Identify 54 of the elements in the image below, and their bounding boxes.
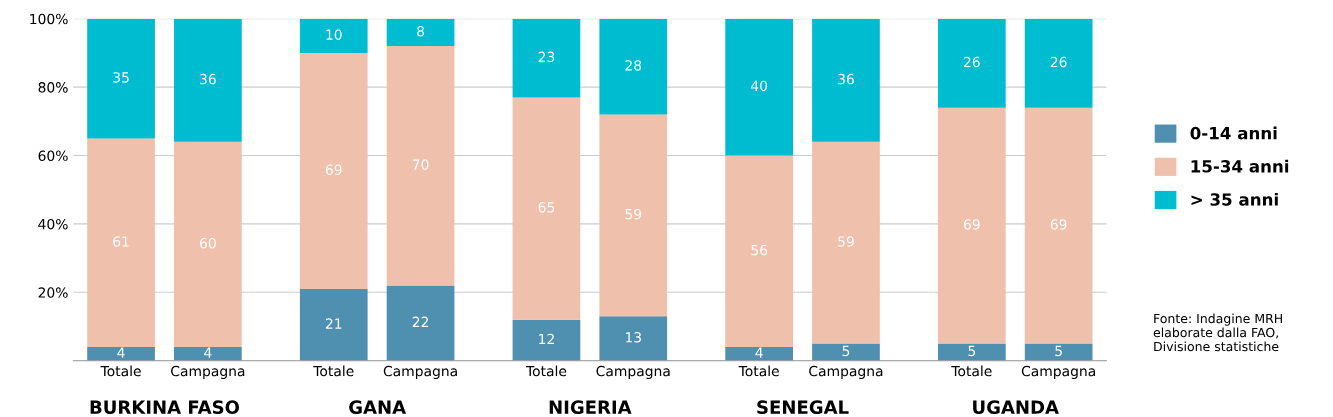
x-tick-label: Totale <box>100 365 141 377</box>
data-label: 4 <box>117 347 125 358</box>
data-label: 70 <box>412 159 429 170</box>
y-tick-label: 100% <box>30 13 68 25</box>
x-tick-label: Campagna <box>171 365 245 380</box>
data-label: 4 <box>204 347 212 358</box>
x-tick-label: Totale <box>951 365 992 377</box>
text: NIGERIA <box>549 400 632 414</box>
x-tick-label: Campagna <box>596 365 670 380</box>
data-label: 4 <box>755 347 763 358</box>
legend-label: 0-14 anni <box>1190 126 1277 140</box>
text: BURKINA FASO <box>90 400 240 414</box>
x-tick-label: Campagna <box>1021 365 1095 380</box>
data-label: 13 <box>625 332 641 343</box>
data-label: 65 <box>538 202 555 213</box>
legend-label: > 35 anni <box>1191 192 1278 206</box>
data-label: 26 <box>964 56 980 68</box>
data-label: 21 <box>325 318 342 329</box>
x-tick-label: Totale <box>525 365 567 377</box>
data-label: 23 <box>538 51 555 63</box>
y-tick-label: 60% <box>38 150 68 162</box>
data-label: 5 <box>1055 345 1062 357</box>
legend-label: 15-34 anni <box>1191 159 1289 173</box>
data-label: 28 <box>625 60 642 71</box>
data-label: 35 <box>113 72 129 83</box>
data-label: 56 <box>751 244 768 256</box>
data-label: 36 <box>200 73 216 85</box>
data-label: 8 <box>417 25 425 37</box>
y-tick-label: 40% <box>38 218 68 230</box>
text: SENEGAL <box>757 400 849 414</box>
data-label: 36 <box>838 73 854 85</box>
x-tick-label: Totale <box>738 365 779 377</box>
data-label: 40 <box>750 80 768 92</box>
x-tick-label: Campagna <box>809 365 883 380</box>
x-tick-label: Totale <box>313 365 354 377</box>
data-label: 26 <box>1050 56 1067 68</box>
data-label: 61 <box>113 236 129 247</box>
data-label: 10 <box>326 29 342 40</box>
data-label: 59 <box>625 208 642 220</box>
data-label: 69 <box>963 219 980 230</box>
data-label: 60 <box>200 237 216 249</box>
x-tick-label: Campagna <box>383 365 457 380</box>
data-label: 22 <box>412 316 429 327</box>
data-label: 59 <box>838 236 854 247</box>
source-note: Fonte: Indagine MRH elaborate dalla FAO, Divisione statistiche <box>1153 313 1282 352</box>
data-label: 69 <box>1050 219 1067 230</box>
y-tick-label: 20% <box>38 287 68 298</box>
text: GANA <box>349 400 407 414</box>
text: UGANDA <box>973 400 1059 414</box>
data-label: 5 <box>842 345 850 357</box>
data-label: 69 <box>325 164 342 175</box>
data-label: 12 <box>539 333 554 345</box>
y-tick-label: 80% <box>38 82 68 93</box>
data-label: 5 <box>968 345 976 357</box>
